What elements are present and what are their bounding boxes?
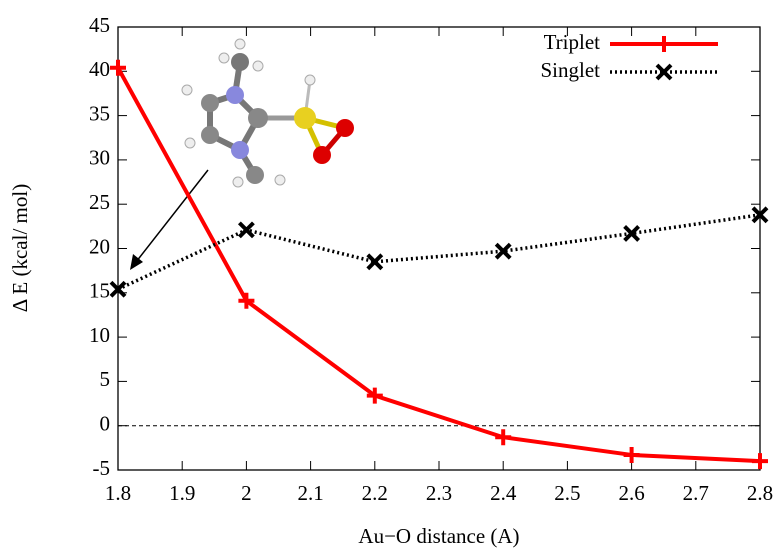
- y-tick-label: 25: [89, 190, 110, 214]
- chart: Au−O distance (A) Δ E (kcal/ mol) -5 0 5 10…: [0, 0, 780, 550]
- y-tick-label: 20: [89, 234, 110, 258]
- y-tick-label: 0: [100, 412, 111, 436]
- y-tick-label: 5: [100, 367, 111, 391]
- x-tick-label: 2.7: [683, 481, 709, 505]
- y-tick-label: 30: [89, 146, 110, 170]
- legend-marker: [657, 65, 671, 79]
- x-tick-label: 1.8: [105, 481, 131, 505]
- plot-frame: [118, 27, 760, 470]
- x-tick-label: 2.6: [618, 481, 644, 505]
- x-tick-label: 2.1: [297, 481, 323, 505]
- x-tick-label: 2.5: [554, 481, 580, 505]
- x-tick-label: 2: [241, 481, 252, 505]
- series-line: [118, 68, 760, 461]
- y-tick-label: -5: [93, 456, 111, 480]
- x-tick-label: 2.2: [362, 481, 388, 505]
- y-axis-label: Δ E (kcal/ mol): [8, 184, 32, 312]
- point: [752, 453, 768, 469]
- x-tick-label: 2.3: [426, 481, 452, 505]
- y-tick-label: 45: [89, 13, 110, 37]
- point: [624, 447, 640, 463]
- legend-marker: [656, 36, 672, 52]
- series-line: [118, 215, 760, 289]
- y-tick-label: 10: [89, 323, 110, 347]
- y-tick-label: 40: [89, 57, 110, 81]
- point: [495, 429, 511, 445]
- legend-label: Singlet: [540, 58, 600, 82]
- legend-label: Triplet: [544, 30, 601, 54]
- x-axis-label: Au−O distance (A): [358, 524, 519, 548]
- y-tick-label: 15: [89, 279, 110, 303]
- point: [496, 244, 510, 258]
- point: [110, 60, 126, 76]
- x-tick-label: 1.9: [169, 481, 195, 505]
- molecule-inset: [182, 39, 354, 187]
- x-tick-label: 2.8: [747, 481, 773, 505]
- y-tick-label: 35: [89, 101, 110, 125]
- x-tick-label: 2.4: [490, 481, 517, 505]
- point: [368, 255, 382, 269]
- annotation-arrow: [130, 170, 208, 270]
- point: [625, 226, 639, 240]
